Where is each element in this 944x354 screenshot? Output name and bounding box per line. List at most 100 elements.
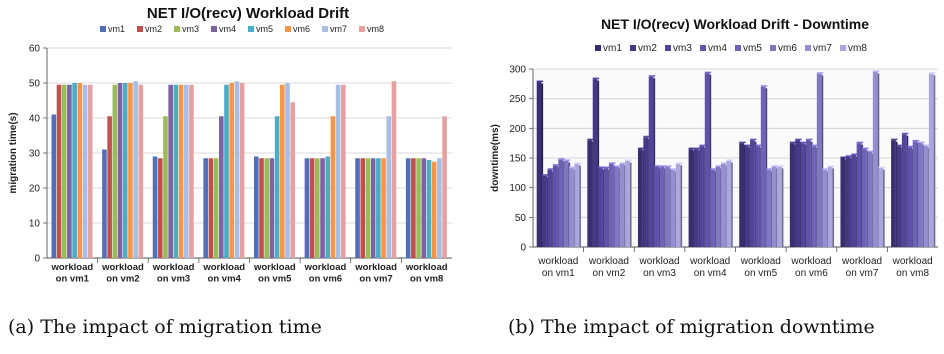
bar-top-vm3-cat1: [547, 168, 554, 170]
bar-vm7-cat7: [872, 71, 878, 247]
bar-vm8-cat6: [341, 84, 346, 258]
x-tick-label: on vm8: [896, 268, 929, 279]
legend-label-vm2: vm2: [145, 24, 162, 34]
bar-vm8-cat7: [391, 81, 397, 258]
bar-vm7-cat6: [335, 84, 341, 258]
bar-vm2-cat3: [157, 158, 163, 258]
legend-label-vm3: vm3: [182, 24, 199, 34]
x-tick-label: workload: [354, 262, 397, 273]
bar-top-vm7-cat5: [771, 165, 779, 167]
y-tick-label: 50: [515, 213, 527, 224]
x-tick-label: workload: [740, 256, 781, 267]
bar-vm5-cat5: [760, 86, 766, 247]
bar-top-vm2-cat4: [693, 147, 701, 150]
bar-vm6-cat7: [867, 152, 873, 247]
bar-vm4-cat6: [320, 158, 325, 258]
y-tick-label: 200: [509, 124, 526, 135]
bar-side-vm8-cat8: [933, 75, 936, 247]
x-tick-label: on vm3: [643, 268, 676, 279]
bar-vm1-cat4: [203, 158, 208, 258]
bar-vm7-cat1: [82, 84, 88, 258]
bar-vm8-cat5: [290, 102, 296, 258]
x-tick-label: on vm1: [542, 268, 575, 279]
bar-vm2-cat2: [107, 116, 112, 258]
bar-vm2-cat4: [693, 149, 699, 247]
bar-top-vm3-cat3: [648, 75, 656, 77]
bar-vm5-cat4: [710, 169, 715, 247]
chart-title: NET I/O(recv) Workload Drift: [147, 5, 349, 22]
bar-vm5-cat8: [426, 160, 432, 258]
bar-vm3-cat6: [800, 143, 806, 247]
x-tick-label: on vm5: [744, 268, 777, 279]
legend-swatch-vm7: [322, 26, 328, 32]
bar-side-vm8-cat2: [629, 162, 632, 247]
bar-top-vm1-cat3: [637, 147, 645, 150]
bar-top-vm1-cat1: [536, 80, 544, 83]
y-tick-label: 60: [29, 44, 41, 55]
bar-vm5-cat3: [659, 166, 665, 247]
bar-vm1-cat1: [51, 114, 57, 258]
y-tick-label: 150: [509, 154, 526, 165]
bar-side-vm8-cat6: [832, 168, 835, 247]
bar-top-vm7-cat2: [619, 162, 627, 164]
bar-vm2-cat5: [744, 146, 750, 247]
bar-vm8-cat2: [138, 84, 144, 258]
bar-top-vm5-cat7: [862, 147, 869, 150]
bar-side-vm3-cat3: [653, 78, 656, 247]
bar-vm6-cat8: [918, 143, 923, 247]
x-tick-label: on vm6: [795, 268, 828, 279]
bar-vm3-cat3: [648, 76, 654, 247]
bar-top-vm1-cat6: [789, 141, 797, 144]
bar-vm5-cat5: [274, 116, 280, 258]
x-tick-label: workload: [101, 262, 144, 273]
bar-vm3-cat5: [750, 140, 755, 247]
bar-top-vm3-cat7: [851, 153, 858, 156]
y-tick-label: 20: [29, 184, 41, 195]
bar-vm7-cat5: [285, 83, 290, 258]
x-tick-label: on vm4: [208, 274, 242, 285]
bar-top-vm8-cat1: [574, 162, 581, 164]
bar-top-vm2-cat7: [845, 155, 853, 157]
chart-title: NET I/O(recv) Workload Drift - Downtime: [601, 16, 869, 32]
bar-top-vm4-cat4: [704, 71, 712, 74]
legend-label-vm2: vm2: [638, 43, 657, 54]
x-tick-label: on vm2: [106, 274, 139, 285]
bar-top-vm8-cat2: [625, 159, 632, 161]
x-tick-label: workload: [588, 256, 629, 267]
bar-top-vm3-cat4: [699, 144, 706, 147]
bar-vm5-cat2: [608, 163, 614, 247]
bar-top-vm3-cat2: [598, 166, 605, 169]
legend-label-vm8: vm8: [367, 24, 384, 34]
bar-top-vm5-cat1: [558, 158, 565, 160]
bar-vm2-cat2: [592, 79, 598, 247]
bar-vm2-cat7: [845, 156, 851, 247]
bar-vm6-cat6: [816, 73, 822, 247]
x-tick-label: on vm7: [846, 268, 879, 279]
legend-swatch-vm3: [665, 45, 671, 51]
y-tick-label: 250: [509, 94, 526, 105]
bar-top-vm8-cat4: [726, 159, 733, 161]
bar-vm6-cat1: [77, 83, 83, 258]
bar-side-vm8-cat3: [680, 165, 683, 247]
bar-vm4-cat3: [168, 84, 173, 258]
bar-vm5-cat7: [862, 149, 867, 247]
bar-vm5-cat4: [224, 84, 229, 258]
bar-top-vm2-cat1: [542, 174, 549, 176]
y-tick-label: 0: [34, 254, 40, 265]
bar-top-vm1-cat7: [840, 156, 847, 158]
bar-top-vm4-cat6: [806, 138, 813, 141]
caption-downtime: (b) The impact of migration downtime: [508, 316, 875, 338]
bar-top-vm1-cat5: [739, 141, 746, 144]
bar-vm1-cat5: [254, 156, 259, 258]
x-tick-label: workload: [405, 262, 448, 273]
legend-label-vm7: vm7: [813, 43, 832, 54]
bar-vm2-cat7: [360, 158, 366, 258]
bar-vm1-cat1: [536, 82, 542, 247]
bar-vm4-cat8: [907, 147, 913, 247]
bar-vm7-cat1: [569, 168, 574, 247]
bar-vm3-cat6: [315, 158, 320, 258]
y-tick-label: 40: [29, 114, 41, 125]
bar-top-vm8-cat6: [827, 165, 835, 167]
bar-vm1-cat6: [789, 143, 795, 247]
bar-vm7-cat8: [923, 146, 929, 247]
